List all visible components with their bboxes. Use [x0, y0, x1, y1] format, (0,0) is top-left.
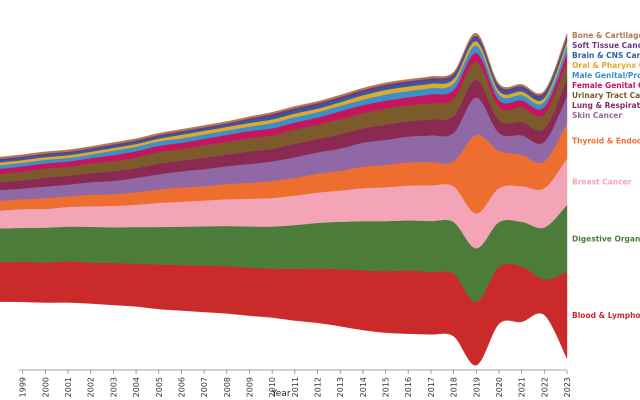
x-tick-label-2013: 2013: [336, 377, 345, 397]
x-tick-label-2016: 2016: [404, 377, 413, 397]
x-tick-label-2008: 2008: [223, 377, 232, 397]
series-label-brain-cns-cancer: Brain & CNS Cancer: [572, 51, 640, 60]
x-tick-label-2011: 2011: [291, 377, 300, 397]
x-tick-label-2018: 2018: [450, 377, 459, 397]
x-tick-label-2022: 2022: [540, 377, 549, 397]
x-tick-label-2002: 2002: [87, 377, 96, 397]
x-tick-label-2000: 2000: [41, 377, 50, 397]
x-axis: 1999 2000 2001 2002 2003 2004 2005 2006 2007 2008…: [18, 369, 572, 397]
series-label-breast-cancer: Breast Cancer: [572, 178, 632, 187]
x-tick-label-1999: 1999: [19, 377, 28, 397]
series-label-female-genital-cancer: Female Genital Cancer: [572, 81, 640, 90]
series-label-male-genital-prostate-cancer: Male Genital/Prostate Cancer: [572, 71, 640, 80]
x-tick-label-2021: 2021: [518, 377, 527, 397]
series-label-lung-respiratory-cancer: Lung & Respiratory Cancer: [572, 101, 640, 110]
stream-area-bone-cartilage-cancer: [0, 32, 568, 160]
x-tick-label-2005: 2005: [155, 377, 164, 397]
series-label-thyroid-endocrine-cancer: Thyroid & Endocrine Cancer: [572, 137, 640, 146]
x-tick-label-2010: 2010: [268, 377, 277, 397]
series-label-oral-pharynx-cancer: Oral & Pharynx Cancer: [572, 61, 640, 70]
series-label-blood-lymphoma: Blood & Lymphoma: [572, 311, 640, 320]
x-tick-label-2006: 2006: [177, 377, 186, 397]
series-labels: Bone & Cartilage CancerSoft Tissue Cance…: [572, 31, 640, 320]
series-label-soft-tissue-cancer: Soft Tissue Cancer: [572, 41, 640, 50]
x-tick-label-2019: 2019: [472, 377, 481, 397]
series-label-digestive-organs-cancer: Digestive Organs Cancer: [572, 234, 640, 243]
x-axis-ticks: 1999 2000 2001 2002 2003 2004 2005 2006 2007 2008…: [19, 370, 572, 397]
x-tick-label-2004: 2004: [132, 377, 141, 397]
x-tick-label-2009: 2009: [245, 377, 254, 397]
x-tick-label-2012: 2012: [314, 377, 323, 397]
series-label-skin-cancer: Skin Cancer: [572, 111, 622, 120]
x-tick-label-2017: 2017: [427, 377, 436, 397]
series-label-bone-cartilage-cancer: Bone & Cartilage Cancer: [572, 31, 640, 40]
x-tick-label-2007: 2007: [200, 377, 209, 397]
x-tick-label-2020: 2020: [495, 377, 504, 397]
x-tick-label-2014: 2014: [359, 377, 368, 397]
series-label-urinary-tract-cancer: Urinary Tract Cancer: [572, 91, 640, 100]
x-tick-label-2001: 2001: [64, 377, 73, 397]
x-tick-label-2023: 2023: [563, 377, 572, 397]
stream-areas: [0, 32, 568, 366]
x-tick-label-2015: 2015: [382, 377, 391, 397]
x-axis-title: Year: [270, 389, 290, 399]
x-tick-label-2003: 2003: [109, 377, 118, 397]
